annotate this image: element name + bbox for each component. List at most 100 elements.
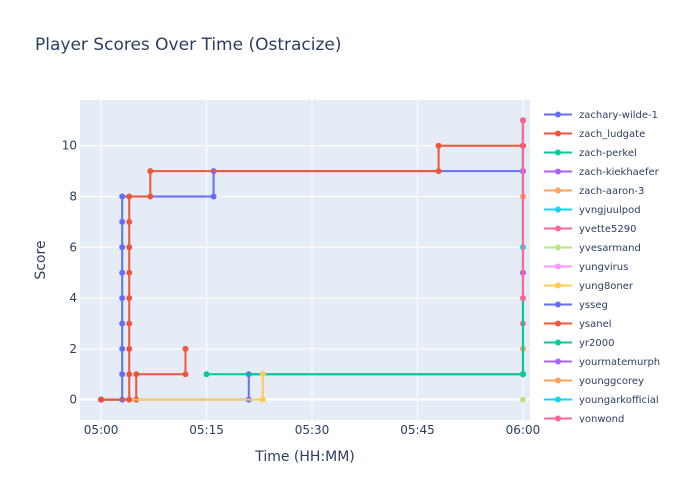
legend-label: ysanel — [579, 319, 612, 330]
data-point[interactable] — [98, 396, 105, 403]
legend-swatch-marker — [555, 320, 561, 327]
data-point[interactable] — [126, 345, 133, 352]
legend-swatch-marker — [555, 187, 561, 194]
series-yvesarmand — [519, 396, 526, 403]
x-tick-label: 06:00 — [506, 423, 541, 437]
data-point[interactable] — [519, 117, 526, 124]
legend-item[interactable]: yr2000 — [544, 338, 614, 349]
x-axis-title: Time (HH:MM) — [254, 449, 355, 465]
legend-items: zachary-wilde-1 zach_ludgate zach-perkel za… — [544, 110, 660, 425]
data-point[interactable] — [182, 345, 189, 352]
legend-item[interactable]: zach-aaron-3 — [544, 186, 644, 197]
legend-item[interactable]: yonwond — [544, 414, 624, 425]
data-point[interactable] — [435, 142, 442, 149]
legend-label: younggcorey — [579, 376, 644, 387]
legend-item[interactable]: zach_ludgate — [544, 129, 645, 140]
data-point[interactable] — [182, 371, 189, 378]
data-point[interactable] — [203, 371, 210, 378]
x-tick-label: 05:30 — [295, 423, 330, 437]
legend-swatch-marker — [555, 358, 561, 365]
data-point[interactable] — [519, 295, 526, 302]
legend-label: zach-aaron-3 — [579, 186, 644, 197]
data-point[interactable] — [119, 218, 126, 225]
data-point[interactable] — [519, 371, 526, 378]
y-tick-label: 8 — [69, 190, 77, 204]
data-point[interactable] — [126, 193, 133, 200]
chart-title: Player Scores Over Time (Ostracize) — [35, 35, 342, 55]
legend-label: ysseg — [579, 300, 608, 311]
legend-swatch-marker — [555, 263, 561, 270]
legend-item[interactable]: zach-kiekhaefer — [544, 167, 660, 178]
legend-swatch-marker — [555, 339, 561, 346]
legend-item[interactable]: yvesarmand — [544, 243, 641, 254]
legend[interactable]: zachary-wilde-1 zach_ludgate zach-perkel za… — [544, 104, 695, 425]
data-point[interactable] — [147, 193, 154, 200]
y-tick-label: 10 — [62, 139, 77, 153]
legend-label: yr2000 — [579, 338, 614, 349]
legend-swatch-marker — [555, 301, 561, 308]
legend-item[interactable]: zachary-wilde-1 — [544, 110, 658, 121]
data-point[interactable] — [435, 168, 442, 175]
legend-item[interactable]: yungvirus — [544, 262, 628, 273]
x-tick-label: 05:15 — [189, 423, 224, 437]
data-point[interactable] — [147, 168, 154, 175]
data-point[interactable] — [126, 320, 133, 327]
legend-swatch-marker — [555, 130, 561, 137]
data-point[interactable] — [126, 396, 133, 403]
legend-label: youngarkofficial — [579, 395, 659, 406]
y-tick-label: 6 — [69, 240, 77, 254]
legend-item[interactable]: yung8oner — [544, 281, 634, 292]
plot-area — [80, 100, 530, 420]
data-point[interactable] — [126, 244, 133, 251]
data-point[interactable] — [126, 295, 133, 302]
legend-label: zach-perkel — [579, 148, 637, 159]
legend-swatch-marker — [555, 149, 561, 156]
legend-item[interactable]: younggcorey — [544, 376, 644, 387]
data-point[interactable] — [119, 244, 126, 251]
data-point[interactable] — [119, 193, 126, 200]
legend-swatch-marker — [555, 225, 561, 232]
legend-swatch-marker — [555, 111, 561, 118]
legend-label: yungvirus — [579, 262, 628, 273]
data-point[interactable] — [210, 193, 217, 200]
legend-label: yvngjuulpod — [579, 205, 641, 216]
data-point[interactable] — [519, 396, 526, 403]
y-tick-label: 0 — [69, 393, 77, 407]
y-tick-label: 2 — [69, 342, 77, 356]
y-tick-label: 4 — [69, 291, 77, 305]
data-point[interactable] — [126, 218, 133, 225]
data-point[interactable] — [119, 269, 126, 276]
legend-item[interactable]: youngarkofficial — [544, 395, 659, 406]
data-point[interactable] — [119, 345, 126, 352]
x-tick-label: 05:00 — [84, 423, 119, 437]
legend-label: yvesarmand — [579, 243, 641, 254]
data-point[interactable] — [259, 371, 266, 378]
legend-item[interactable]: ysseg — [544, 300, 608, 311]
legend-scrollbar[interactable] — [690, 104, 695, 414]
legend-item[interactable]: yvngjuulpod — [544, 205, 641, 216]
legend-swatch-marker — [555, 206, 561, 213]
data-point[interactable] — [119, 371, 126, 378]
legend-item[interactable]: yourmatemurph — [544, 357, 660, 368]
legend-item[interactable]: ysanel — [544, 319, 612, 330]
series-layer — [98, 117, 526, 403]
legend-item[interactable]: yvette5290 — [544, 224, 636, 235]
legend-swatch-marker — [555, 282, 561, 289]
legend-label: yourmatemurph — [579, 357, 660, 368]
legend-label: zach-kiekhaefer — [579, 167, 660, 178]
legend-swatch-marker — [555, 377, 561, 384]
data-point[interactable] — [126, 269, 133, 276]
tick-layer: 05:00 05:15 05:30 05:45 06:00 0 2 4 6 8 10 — [62, 139, 541, 437]
data-point[interactable] — [119, 320, 126, 327]
data-point[interactable] — [133, 371, 140, 378]
series-yonwond — [519, 117, 526, 302]
series-line — [101, 120, 524, 401]
legend-item[interactable]: zach-perkel — [544, 148, 637, 159]
data-point[interactable] — [259, 396, 266, 403]
legend-label: yonwond — [579, 414, 624, 425]
data-point[interactable] — [119, 295, 126, 302]
legend-swatch-marker — [555, 168, 561, 175]
data-point[interactable] — [126, 371, 133, 378]
